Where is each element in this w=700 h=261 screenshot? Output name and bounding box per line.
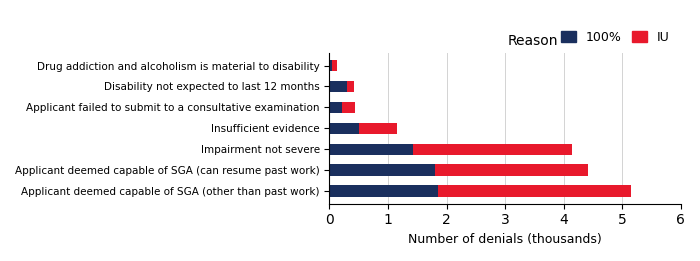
Bar — [435, 164, 588, 176]
Bar — [412, 144, 572, 155]
Bar — [330, 123, 358, 134]
Bar — [330, 164, 435, 176]
Bar — [347, 81, 354, 92]
Bar — [330, 144, 412, 155]
Bar — [438, 185, 631, 197]
Title: Reason: Reason — [508, 34, 559, 48]
Bar — [330, 81, 347, 92]
Legend: 100%, IU: 100%, IU — [556, 26, 674, 49]
Bar — [330, 185, 438, 197]
Bar — [358, 123, 397, 134]
X-axis label: Number of denials (thousands): Number of denials (thousands) — [408, 233, 602, 246]
Bar — [342, 102, 355, 113]
Bar — [330, 102, 342, 113]
Bar — [332, 60, 337, 71]
Bar — [330, 60, 332, 71]
